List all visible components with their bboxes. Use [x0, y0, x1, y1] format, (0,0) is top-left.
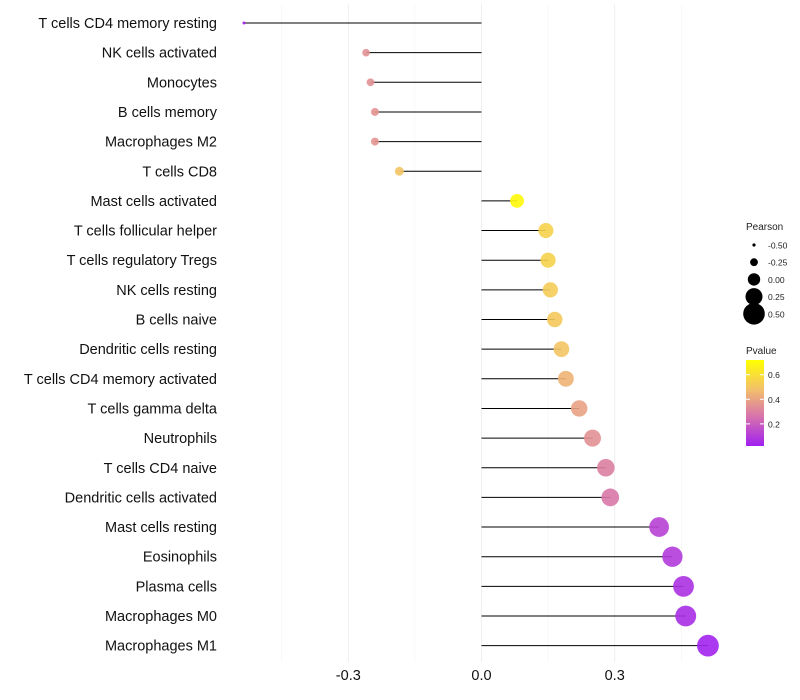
x-tick-label: 0.3 [605, 668, 625, 684]
category-label: Plasma cells [136, 579, 217, 595]
point-marker [675, 605, 697, 627]
category-label: T cells CD4 memory resting [38, 16, 217, 32]
size-legend-label: 0.00 [768, 275, 785, 285]
category-label: T cells gamma delta [88, 401, 218, 417]
category-label: T cells CD4 memory activated [24, 372, 217, 388]
grid [281, 4, 682, 662]
point-marker [649, 517, 669, 537]
size-legend-label: 0.25 [768, 292, 785, 302]
point-marker [662, 546, 683, 567]
color-legend-label: 0.2 [768, 419, 780, 429]
category-label: Macrophages M2 [105, 135, 217, 151]
category-label: Neutrophils [144, 431, 217, 447]
point-marker [366, 78, 375, 87]
size-legend-dot [747, 273, 761, 286]
size-legend-label: 0.50 [768, 309, 785, 319]
size-legend-dot [745, 288, 763, 306]
category-label: T cells CD4 naive [104, 461, 217, 477]
size-legend-items: -0.50 -0.25 0.00 0.25 0.50 [743, 241, 788, 325]
size-legend-title: Pearson [746, 222, 783, 233]
point-marker [540, 252, 556, 268]
point-marker [538, 223, 554, 239]
point-marker [601, 488, 620, 507]
point-marker [584, 429, 601, 447]
point-marker [557, 370, 574, 387]
category-label: NK cells activated [102, 46, 217, 62]
category-label: Macrophages M1 [105, 639, 217, 655]
category-label: Dendritic cells activated [65, 490, 217, 506]
category-label: B cells memory [118, 105, 218, 121]
category-label: NK cells resting [116, 283, 217, 299]
point-marker [394, 166, 404, 176]
point-marker [362, 48, 370, 57]
point-marker [542, 282, 558, 298]
point-marker [510, 193, 524, 208]
size-legend-label: -0.25 [768, 258, 788, 268]
x-axis: -0.3 0.0 0.3 [336, 668, 625, 684]
point-marker [370, 137, 379, 146]
point-marker [370, 107, 379, 116]
point-marker [242, 21, 246, 25]
category-label: T cells CD8 [142, 164, 217, 180]
point-marker [570, 400, 588, 417]
category-label: Macrophages M0 [105, 609, 217, 625]
size-legend-dot [752, 243, 756, 247]
point-marker [553, 341, 570, 358]
category-label: Monocytes [147, 75, 217, 91]
size-legend-label: -0.50 [768, 241, 788, 251]
x-tick-label: -0.3 [336, 668, 361, 684]
point-marker [673, 575, 694, 597]
x-tick-label: 0.0 [471, 668, 491, 684]
category-label: Dendritic cells resting [79, 342, 217, 358]
category-label: Mast cells activated [90, 194, 217, 210]
color-legend-title: Pvalue [746, 346, 777, 357]
stems [243, 22, 708, 647]
category-label: T cells follicular helper [74, 224, 217, 240]
size-legend-dot [750, 258, 758, 267]
category-label: B cells naive [136, 313, 217, 329]
color-legend-label: 0.4 [768, 395, 780, 405]
color-legend-bar [746, 360, 764, 446]
size-legend-dot [743, 303, 765, 325]
point-marker [547, 311, 563, 328]
points [242, 21, 719, 657]
category-labels: T cells CD4 memory resting NK cells activ… [24, 16, 218, 655]
category-label: Mast cells resting [105, 520, 217, 536]
point-marker [597, 458, 615, 477]
color-legend-ticks: 0.2 0.4 0.6 [746, 370, 780, 429]
color-legend-label: 0.6 [768, 370, 780, 380]
category-label: Eosinophils [143, 550, 217, 566]
legend: Pearson -0.50 -0.25 0.00 0.25 0.50 Pvalue 0.… [743, 222, 788, 446]
category-label: T cells regulatory Tregs [67, 253, 217, 269]
point-marker [697, 634, 719, 657]
